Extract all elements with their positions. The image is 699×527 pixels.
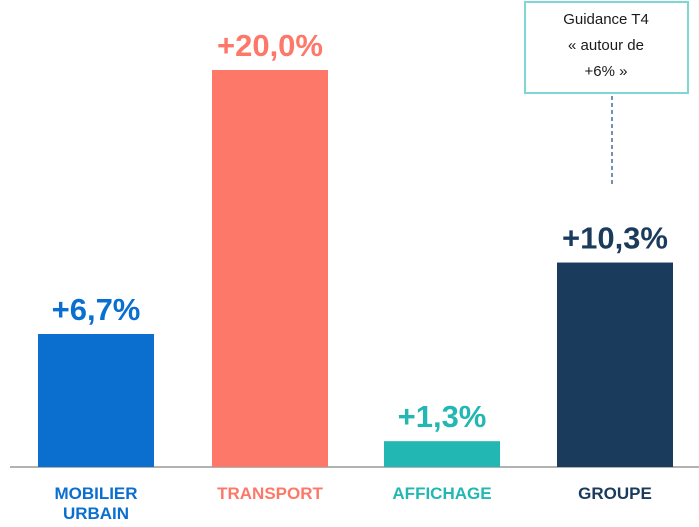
category-label: AFFICHAGE (392, 484, 492, 503)
annotation-box (524, 1, 689, 94)
annotation-text: « autour de (568, 37, 644, 54)
annotation-text: +6% » (585, 63, 628, 80)
value-label: +20,0% (217, 28, 323, 63)
bar (38, 334, 154, 467)
value-label: +1,3% (398, 399, 487, 434)
bar (384, 441, 500, 467)
category-label: MOBILIER URBAIN (54, 484, 138, 523)
bar (557, 262, 673, 467)
category-label: TRANSPORT (217, 484, 323, 503)
annotation-text: Guidance T4 (563, 11, 649, 28)
value-label: +6,7% (52, 292, 141, 327)
value-label: +10,3% (562, 221, 668, 256)
category-label: GROUPE (578, 484, 652, 503)
bar (212, 70, 328, 467)
